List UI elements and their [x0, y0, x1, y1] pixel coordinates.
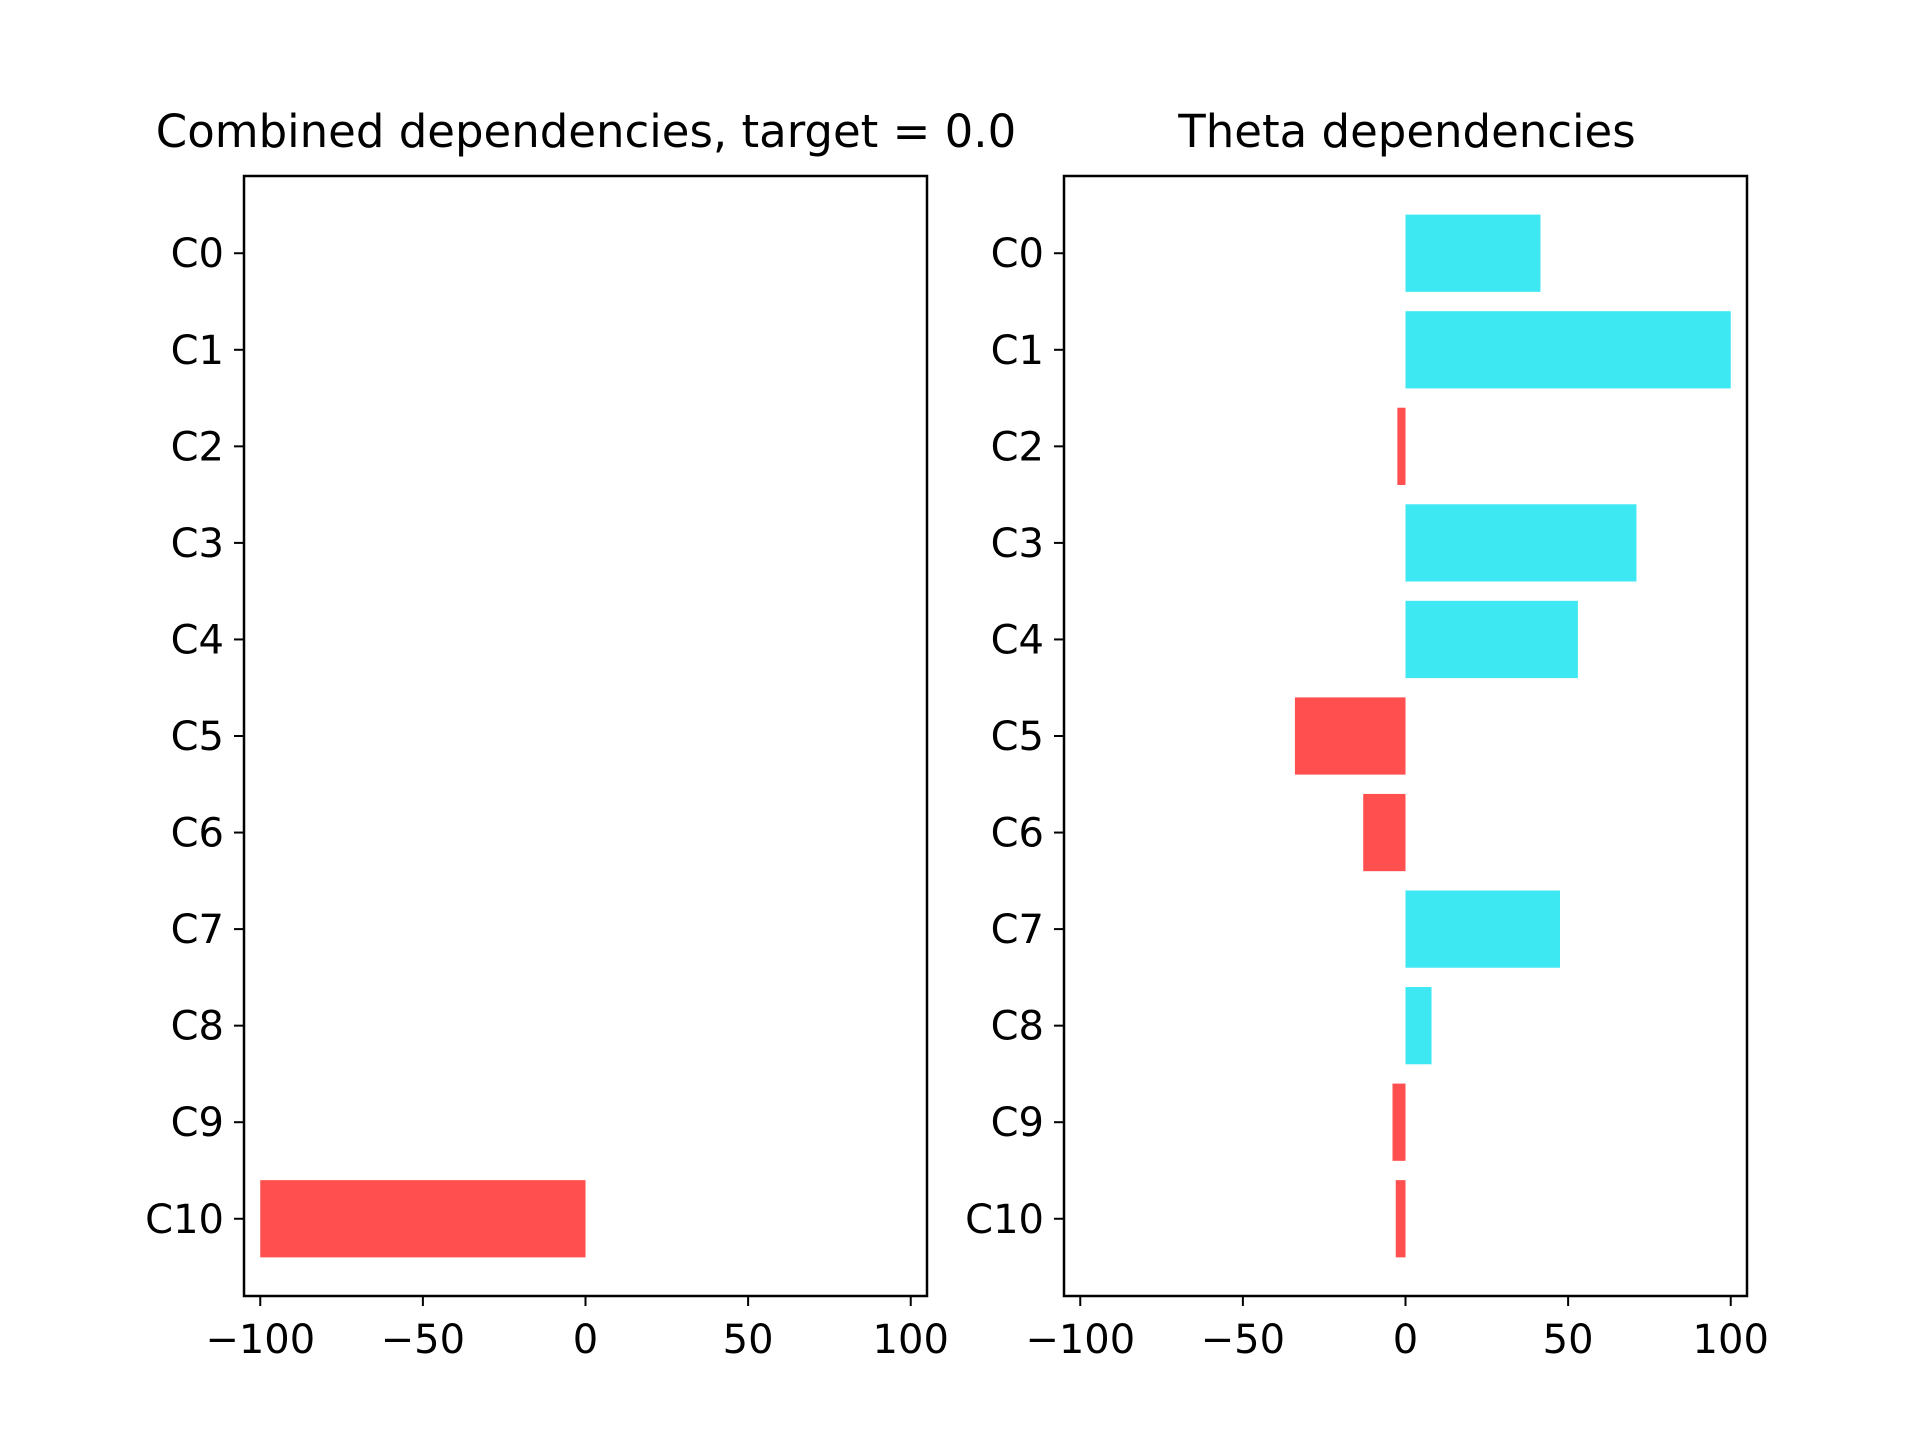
chart-left-ytick-label: C9: [171, 1100, 224, 1146]
chart-right-ytick-label: C5: [991, 714, 1044, 760]
chart-left-ytick-label: C2: [171, 424, 224, 470]
chart-left-xtick-label: 0: [573, 1317, 598, 1363]
chart-right-bar-c0: [1405, 214, 1541, 292]
chart-right-ytick-label: C0: [991, 231, 1044, 277]
chart-left: Combined dependencies, target = 0.0 C0 C1…: [145, 105, 1016, 1363]
chart-left-ytick-label: C5: [171, 714, 224, 760]
chart-right-ytick-label: C4: [991, 617, 1044, 663]
chart-right-title: Theta dependencies: [1177, 105, 1635, 158]
chart-right-xtick-label: 100: [1693, 1317, 1769, 1363]
chart-right-bar-c9: [1392, 1083, 1406, 1161]
chart-right-bar-c8: [1405, 987, 1432, 1065]
chart-left-ytick-label: C1: [171, 328, 224, 374]
chart-right-y-axis: C0 C1 C2 C3 C4 C5 C6 C7 C8 C9 C10: [965, 231, 1064, 1243]
chart-right-ytick-label: C8: [991, 1004, 1044, 1050]
chart-right-ytick-label: C10: [965, 1197, 1044, 1243]
chart-right-bar-c7: [1405, 890, 1560, 968]
chart-left-xtick-label: 50: [723, 1317, 774, 1363]
chart-right-bar-c4: [1405, 600, 1578, 679]
chart-right-bar-c1: [1405, 311, 1731, 389]
chart-right-ytick-label: C3: [991, 521, 1044, 567]
chart-left-xtick-label: 100: [873, 1317, 949, 1363]
chart-left-xtick-label: −50: [381, 1317, 465, 1363]
chart-right-frame: [1062, 174, 1749, 1298]
chart-right-bar-c6: [1363, 793, 1406, 872]
chart-left-ytick-label: C0: [171, 231, 224, 277]
chart-right-bars: [1294, 214, 1731, 1258]
chart-right-x-axis: −100 −50 0 50 100: [1025, 1296, 1769, 1363]
chart-left-ytick-label: C4: [171, 617, 224, 663]
chart-left-xtick-label: −100: [205, 1317, 315, 1363]
chart-left-ytick-label: C8: [171, 1004, 224, 1050]
chart-left-bar-c10: [260, 1180, 586, 1258]
chart-left-title: Combined dependencies, target = 0.0: [156, 105, 1016, 158]
chart-right-bar-c10: [1395, 1180, 1406, 1258]
chart-right-xtick-label: 0: [1393, 1317, 1418, 1363]
chart-left-x-axis: −100 −50 0 50 100: [205, 1296, 949, 1363]
chart-right-ytick-label: C7: [991, 907, 1044, 953]
chart-right-xtick-label: −100: [1025, 1317, 1135, 1363]
chart-left-ytick-label: C3: [171, 521, 224, 567]
chart-right-bar-c2: [1397, 407, 1406, 485]
chart-right-xtick-label: 50: [1543, 1317, 1594, 1363]
chart-left-bars: [260, 1180, 586, 1258]
chart-left-ytick-label: C7: [171, 907, 224, 953]
chart-right-ytick-label: C2: [991, 424, 1044, 470]
chart-right-ytick-label: C1: [991, 328, 1044, 374]
chart-left-ytick-label: C6: [171, 811, 224, 857]
chart-right-ytick-label: C9: [991, 1100, 1044, 1146]
chart-left-frame: [242, 174, 929, 1298]
chart-right-bar-c5: [1294, 697, 1406, 775]
chart-right-ytick-label: C6: [991, 811, 1044, 857]
chart-right-bar-c3: [1405, 504, 1637, 582]
chart-left-y-axis: C0 C1 C2 C3 C4 C5 C6 C7 C8 C9 C10: [145, 231, 244, 1243]
chart-right: Theta dependencies C0C1C2C3C4C5C6C7C8C9C…: [965, 105, 1769, 1363]
chart-left-ytick-label: C10: [145, 1197, 224, 1243]
chart-right-xtick-label: −50: [1201, 1317, 1285, 1363]
